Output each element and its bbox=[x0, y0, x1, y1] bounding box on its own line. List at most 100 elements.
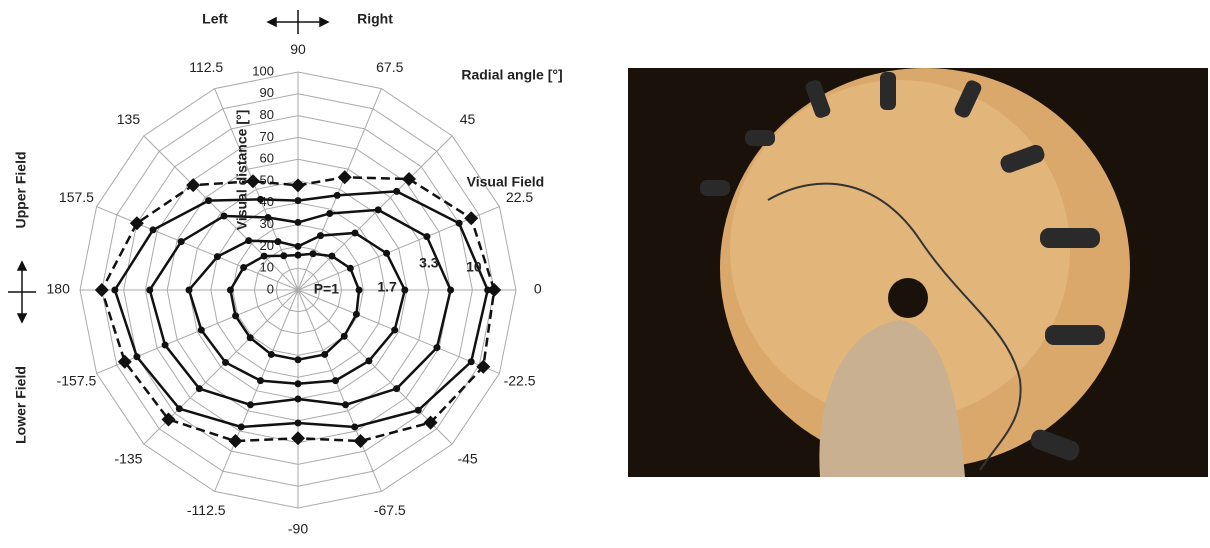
marker bbox=[423, 233, 430, 240]
marker bbox=[214, 253, 221, 260]
marker bbox=[232, 312, 239, 319]
marker bbox=[295, 197, 302, 204]
radius-tick-label: 60 bbox=[260, 151, 274, 166]
marker bbox=[484, 287, 491, 294]
marker bbox=[222, 359, 229, 366]
series bbox=[227, 250, 363, 363]
marker bbox=[464, 211, 478, 225]
marker bbox=[221, 213, 228, 220]
marker bbox=[391, 327, 398, 334]
marker bbox=[238, 423, 245, 430]
angle-tick-label: -22.5 bbox=[504, 372, 536, 388]
left-label: Left bbox=[202, 11, 228, 27]
marker bbox=[196, 385, 203, 392]
marker bbox=[341, 333, 348, 340]
marker bbox=[295, 252, 302, 259]
marker bbox=[342, 401, 349, 408]
marker bbox=[351, 423, 358, 430]
marker bbox=[321, 351, 328, 358]
marker bbox=[149, 226, 156, 233]
marker bbox=[261, 253, 268, 260]
marker bbox=[111, 287, 118, 294]
radius-tick-label: 0 bbox=[267, 281, 274, 296]
marker bbox=[338, 170, 352, 184]
series-label: Visual Field bbox=[467, 174, 545, 190]
marker bbox=[268, 351, 275, 358]
angle-tick-label: 0 bbox=[534, 281, 542, 297]
angle-tick-label: 45 bbox=[460, 111, 476, 127]
marker bbox=[347, 265, 354, 272]
marker bbox=[295, 243, 302, 250]
angle-tick-label: 112.5 bbox=[189, 59, 223, 75]
series-label: 1.7 bbox=[377, 279, 397, 295]
right-label: Right bbox=[357, 11, 393, 27]
ud-arrow bbox=[8, 262, 36, 322]
marker bbox=[198, 327, 205, 334]
marker bbox=[95, 283, 109, 297]
marker bbox=[334, 192, 341, 199]
spoke bbox=[144, 136, 298, 290]
radius-tick-label: 50 bbox=[260, 172, 274, 187]
marker bbox=[176, 405, 183, 412]
series-label: 3.3 bbox=[419, 255, 439, 271]
marker bbox=[257, 196, 264, 203]
angle-axis-title: Radial angle [°] bbox=[461, 67, 562, 83]
marker bbox=[295, 380, 302, 387]
marker bbox=[317, 232, 324, 239]
radius-tick-label: 90 bbox=[260, 85, 274, 100]
upper-field-label: Upper Field bbox=[13, 151, 29, 228]
marker bbox=[146, 287, 153, 294]
angle-tick-label: 135 bbox=[117, 111, 141, 127]
figure: Left Right Upper Field Lower Field Radia… bbox=[0, 0, 1210, 543]
marker bbox=[383, 250, 390, 257]
marker bbox=[326, 210, 333, 217]
marker bbox=[240, 264, 247, 271]
marker bbox=[178, 238, 185, 245]
marker bbox=[130, 216, 144, 230]
marker bbox=[228, 434, 242, 448]
marker bbox=[295, 219, 302, 226]
marker bbox=[291, 178, 305, 192]
radius-tick-label: 10 bbox=[260, 260, 274, 275]
marker bbox=[393, 188, 400, 195]
marker bbox=[245, 237, 252, 244]
angle-tick-label: -135 bbox=[114, 450, 142, 466]
marker bbox=[247, 401, 254, 408]
series-label: P=1 bbox=[314, 281, 340, 297]
marker bbox=[328, 253, 335, 260]
marker bbox=[375, 206, 382, 213]
photo bbox=[628, 68, 1208, 477]
marker bbox=[257, 377, 264, 384]
spoke bbox=[215, 290, 298, 491]
angle-tick-label: -67.5 bbox=[374, 502, 406, 518]
head bbox=[888, 278, 928, 318]
marker bbox=[295, 419, 302, 426]
series-label: 10 bbox=[466, 259, 482, 275]
angle-tick-label: 90 bbox=[290, 41, 306, 57]
marker bbox=[310, 250, 317, 257]
marker bbox=[393, 385, 400, 392]
marker bbox=[353, 311, 360, 318]
marker bbox=[468, 358, 475, 365]
marker bbox=[205, 197, 212, 204]
marker bbox=[433, 344, 440, 351]
angle-tick-label: 67.5 bbox=[376, 59, 403, 75]
lower-field-label: Lower Field bbox=[13, 366, 29, 444]
spoke bbox=[298, 290, 381, 491]
angle-tick-label: -157.5 bbox=[57, 372, 97, 388]
angle-tick-label: 157.5 bbox=[59, 189, 94, 205]
lr-arrow bbox=[268, 10, 328, 34]
angle-tick-label: -45 bbox=[457, 450, 477, 466]
marker bbox=[332, 377, 339, 384]
marker bbox=[401, 287, 408, 294]
marker bbox=[415, 407, 422, 414]
marker bbox=[274, 238, 281, 245]
marker bbox=[447, 287, 454, 294]
marker bbox=[365, 357, 372, 364]
marker bbox=[264, 214, 271, 221]
marker bbox=[352, 229, 359, 236]
radius-tick-label: 70 bbox=[260, 129, 274, 144]
marker bbox=[280, 252, 287, 259]
marker bbox=[133, 353, 140, 360]
marker bbox=[354, 434, 368, 448]
